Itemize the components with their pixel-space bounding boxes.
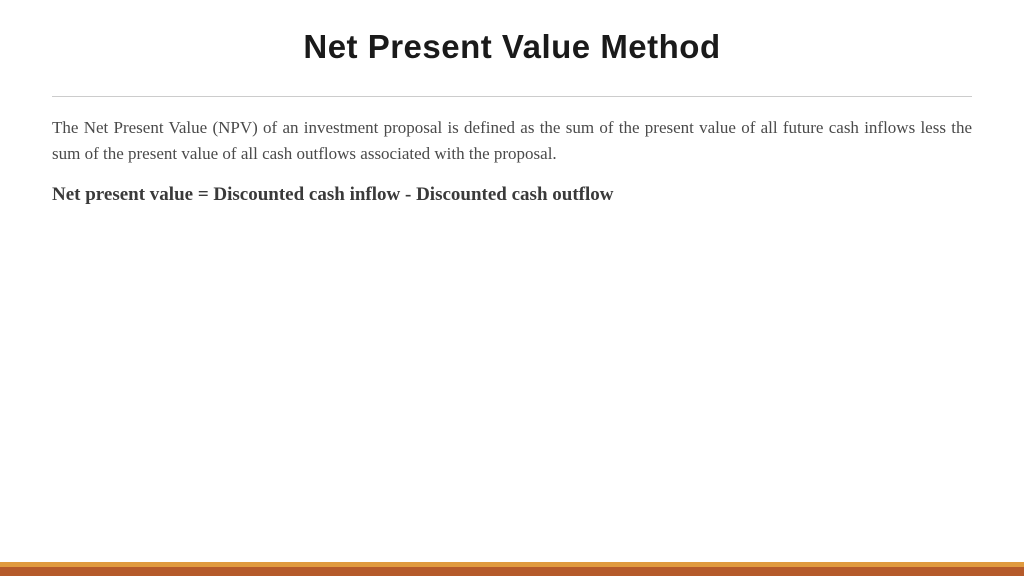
title-divider xyxy=(52,96,972,97)
footer-bottom-stripe xyxy=(0,567,1024,576)
footer-bar xyxy=(0,562,1024,576)
slide-container: Net Present Value Method The Net Present… xyxy=(0,0,1024,576)
body-paragraph: The Net Present Value (NPV) of an invest… xyxy=(52,115,972,166)
slide-title: Net Present Value Method xyxy=(52,28,972,66)
formula-text: Net present value = Discounted cash infl… xyxy=(52,184,972,206)
